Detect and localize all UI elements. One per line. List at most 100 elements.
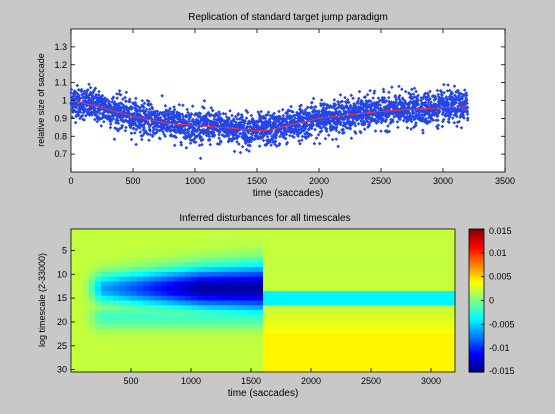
heatmap-cell xyxy=(287,314,294,321)
data-point xyxy=(154,115,159,120)
data-point xyxy=(428,96,432,101)
heatmap-cell xyxy=(185,233,192,240)
heatmap-cell xyxy=(107,281,114,287)
heatmap-cell xyxy=(347,238,354,244)
data-point xyxy=(416,98,420,103)
heatmap-cell xyxy=(191,352,198,359)
data-point xyxy=(453,107,457,112)
heatmap-cell xyxy=(305,352,312,359)
heatmap-cell xyxy=(353,281,360,287)
heatmap-cell xyxy=(251,233,258,240)
data-point xyxy=(111,116,116,121)
heatmap-cell xyxy=(341,319,348,325)
heatmap-cell xyxy=(323,333,330,340)
heatmap-cell xyxy=(293,238,300,244)
data-point xyxy=(417,112,421,117)
heatmap-cell xyxy=(125,271,132,278)
heatmap-cell xyxy=(299,229,306,235)
heatmap-cell xyxy=(119,300,126,306)
data-point xyxy=(351,96,355,101)
data-point xyxy=(284,117,289,121)
heatmap-cell xyxy=(341,281,348,287)
data-point xyxy=(447,88,452,93)
heatmap-cell xyxy=(257,252,264,259)
data-point xyxy=(120,123,125,128)
heatmap-cell xyxy=(365,352,372,359)
heatmap-cell xyxy=(149,248,156,254)
heatmap-cell xyxy=(329,271,336,278)
heatmap-cell xyxy=(77,357,84,364)
data-point xyxy=(79,89,84,94)
heatmap-cell xyxy=(185,276,192,283)
heatmap-cell xyxy=(77,352,84,359)
data-point xyxy=(73,120,78,125)
heatmap-cell xyxy=(215,267,222,273)
heatmap-cell xyxy=(125,252,132,259)
heatmap-cell xyxy=(263,243,270,249)
data-point xyxy=(399,114,404,118)
data-point xyxy=(278,134,282,139)
heatmap-cell xyxy=(323,352,330,359)
data-point xyxy=(112,137,117,142)
heatmap-cell xyxy=(269,352,276,359)
heatmap-cell xyxy=(113,357,120,364)
heatmap-cell xyxy=(161,343,168,349)
heatmap-cell xyxy=(329,329,336,335)
data-point xyxy=(444,95,449,99)
heatmap-cell xyxy=(335,271,342,278)
heatmap-cell xyxy=(431,276,438,283)
heatmap-cell xyxy=(293,286,300,292)
data-point xyxy=(372,89,377,93)
data-point xyxy=(306,112,310,117)
data-point xyxy=(134,127,139,132)
heatmap-cell xyxy=(413,243,420,249)
heatmap-cell xyxy=(419,338,426,344)
heatmap-cell xyxy=(305,248,312,254)
heatmap-cell xyxy=(365,281,372,287)
data-point xyxy=(356,99,360,103)
heatmap-cell xyxy=(131,281,138,287)
x-tick-label: 2500 xyxy=(371,176,391,186)
data-point xyxy=(431,109,436,113)
heatmap-cell xyxy=(281,238,288,244)
data-point xyxy=(336,102,341,106)
data-point xyxy=(333,102,338,107)
heatmap-cell xyxy=(143,310,150,316)
data-point xyxy=(134,142,138,147)
heatmap-cell xyxy=(185,262,192,268)
data-point xyxy=(354,105,358,110)
heatmap-cell xyxy=(197,252,204,259)
heatmap-cell xyxy=(377,319,384,325)
heatmap-cell xyxy=(143,248,150,254)
data-point xyxy=(426,100,431,105)
heatmap-cell xyxy=(377,238,384,244)
heatmap-cell xyxy=(275,314,282,321)
heatmap-cell xyxy=(227,262,234,268)
data-point xyxy=(129,124,133,128)
heatmap-cell xyxy=(323,286,330,292)
heatmap-cell xyxy=(377,262,384,268)
heatmap-cell xyxy=(83,338,90,344)
heatmap-cell xyxy=(113,233,120,240)
data-point xyxy=(304,136,309,141)
heatmap-cell xyxy=(359,252,366,259)
heatmap-cell xyxy=(395,295,402,302)
heatmap-cell xyxy=(221,243,228,249)
heatmap-cell xyxy=(323,290,330,297)
heatmap-cell xyxy=(317,310,324,316)
heatmap-cell xyxy=(119,333,126,340)
heatmap-cell xyxy=(323,338,330,344)
heatmap-cell xyxy=(305,310,312,316)
heatmap-cell xyxy=(203,257,210,263)
heatmap-cell xyxy=(293,262,300,268)
heatmap-cell xyxy=(425,267,432,273)
heatmap-cell xyxy=(383,300,390,306)
heatmap-cell xyxy=(413,271,420,278)
data-point xyxy=(345,105,350,110)
heatmap-cell xyxy=(413,252,420,259)
heatmap-cell xyxy=(71,233,78,240)
heatmap-cell xyxy=(257,319,264,325)
heatmap-cell xyxy=(401,300,408,306)
heatmap-cell xyxy=(377,295,384,302)
data-point xyxy=(210,108,215,113)
